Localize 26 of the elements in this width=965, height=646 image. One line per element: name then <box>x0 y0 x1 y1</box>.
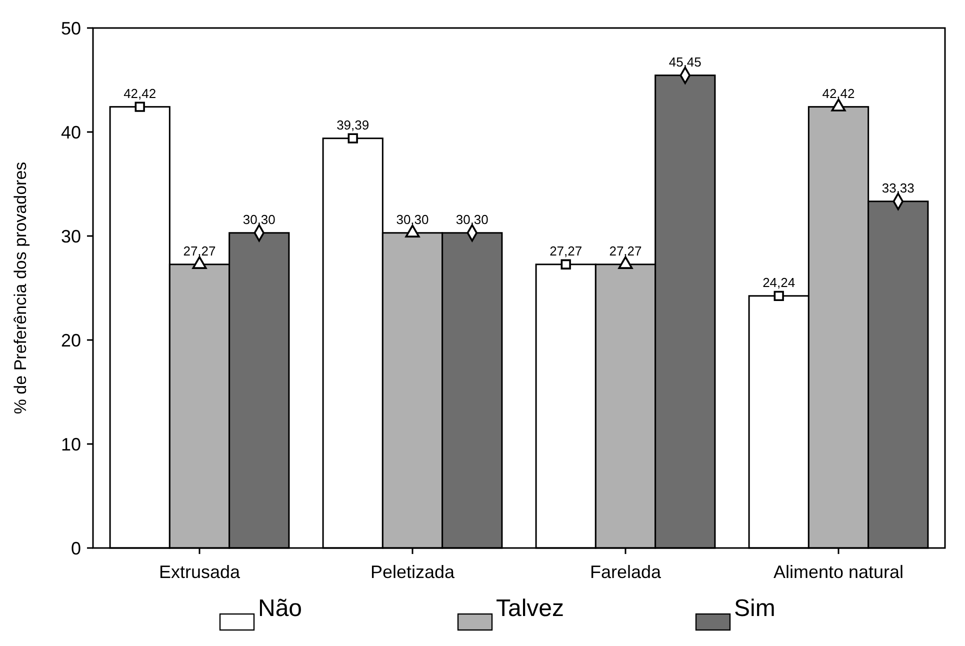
x-tick-label: Alimento natural <box>773 562 904 582</box>
data-label: 33,33 <box>882 180 914 196</box>
data-label: 30,30 <box>456 212 488 227</box>
x-tick-label: Extrusada <box>158 562 242 582</box>
data-label: 30,30 <box>396 212 429 227</box>
data-label: 27,27 <box>609 243 642 258</box>
data-label: 24,24 <box>762 274 796 290</box>
data-label: 30,30 <box>242 212 276 227</box>
legend-label: Talvez <box>496 595 564 622</box>
x-tick-label: Farelada <box>590 562 662 582</box>
y-axis-title: % de Preferência dos provadores <box>11 162 30 414</box>
x-tick-label: Peletizada <box>370 562 456 582</box>
y-tick-label: 40 <box>60 122 81 142</box>
y-tick-label: 50 <box>60 18 81 38</box>
data-label: 42,42 <box>124 86 156 101</box>
y-tick-label: 30 <box>60 226 81 246</box>
data-label: 27,27 <box>183 243 216 258</box>
legend-label: Sim <box>734 595 776 622</box>
y-tick-label: 0 <box>70 538 81 558</box>
data-label: 27,27 <box>550 243 582 258</box>
data-label: 39,39 <box>336 117 370 132</box>
data-label: 42,42 <box>822 86 855 101</box>
legend-label: Não <box>258 595 302 622</box>
y-tick-label: 20 <box>60 330 81 350</box>
y-tick-label: 10 <box>60 434 81 454</box>
data-label: 45,45 <box>668 54 702 70</box>
